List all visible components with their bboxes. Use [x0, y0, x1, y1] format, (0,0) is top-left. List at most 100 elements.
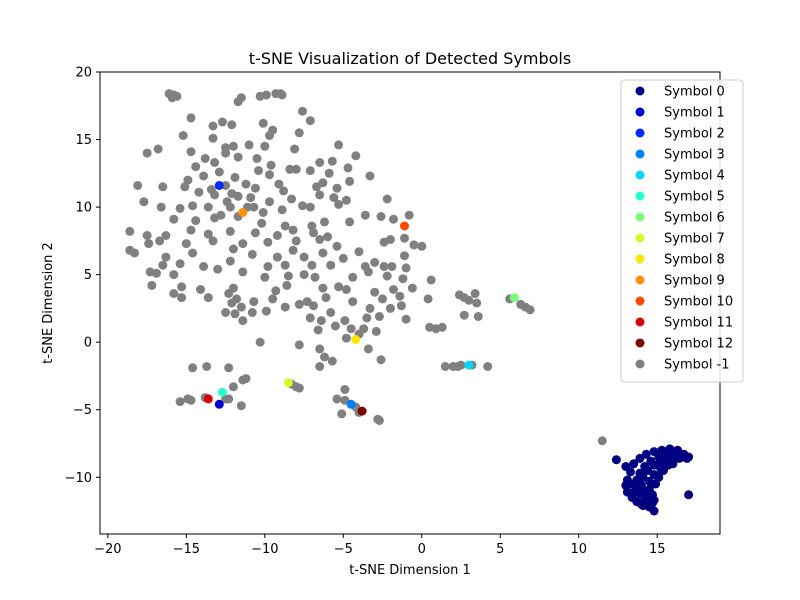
- point-symbol-11: [203, 394, 213, 404]
- point-symbol-0: [611, 455, 621, 465]
- legend-label: Symbol 1: [664, 106, 725, 121]
- y-axis: −10 −5 0 5 10 15 20: [65, 66, 100, 486]
- point-symbol--1: [305, 166, 315, 176]
- point-symbol--1: [255, 337, 265, 347]
- point-symbol--1: [283, 271, 293, 281]
- point-symbol--1: [203, 293, 213, 303]
- point-symbol--1: [265, 170, 274, 180]
- point-symbol--1: [370, 258, 380, 267]
- point-symbol--1: [305, 202, 315, 212]
- point-symbol--1: [230, 172, 240, 182]
- point-symbol--1: [161, 231, 171, 240]
- point-symbol--1: [199, 262, 209, 271]
- point-symbol--1: [294, 340, 304, 350]
- point-symbol--1: [247, 249, 257, 259]
- point-symbol--1: [315, 190, 325, 200]
- point-symbol-5: [217, 387, 227, 397]
- legend-label: Symbol 7: [664, 232, 725, 247]
- point-symbol--1: [263, 237, 273, 247]
- point-symbol--1: [224, 394, 234, 404]
- point-symbol--1: [233, 152, 243, 162]
- point-symbol-0: [630, 486, 640, 496]
- legend-marker: [635, 86, 645, 96]
- y-tick-label: 5: [84, 268, 92, 283]
- point-symbol--1: [236, 401, 246, 411]
- point-symbol--1: [288, 245, 298, 255]
- point-symbol--1: [294, 383, 304, 393]
- point-symbol--1: [214, 167, 224, 177]
- point-symbol--1: [233, 97, 243, 107]
- point-symbol--1: [307, 221, 317, 231]
- point-symbol--1: [244, 140, 254, 150]
- point-symbol--1: [203, 229, 213, 239]
- point-symbol--1: [224, 289, 234, 298]
- point-symbol-0: [668, 459, 678, 469]
- point-symbol--1: [363, 267, 373, 277]
- legend-marker: [635, 149, 645, 159]
- y-tick-label: 20: [75, 66, 92, 81]
- point-symbol--1: [348, 297, 358, 307]
- point-symbol--1: [340, 385, 350, 394]
- point-symbol--1: [228, 244, 238, 254]
- point-symbol--1: [337, 409, 347, 419]
- legend-marker: [635, 317, 645, 327]
- point-symbol--1: [351, 151, 361, 161]
- point-symbol-9: [238, 208, 248, 217]
- point-symbol--1: [320, 352, 329, 362]
- point-symbol--1: [348, 272, 358, 282]
- point-symbol--1: [155, 236, 165, 246]
- legend-marker: [635, 338, 645, 348]
- point-symbol--1: [330, 321, 340, 331]
- point-symbol-0: [648, 498, 657, 508]
- point-symbol--1: [370, 287, 380, 297]
- point-symbol--1: [252, 154, 262, 163]
- point-symbol--1: [188, 248, 198, 258]
- legend-marker: [635, 233, 645, 243]
- x-tick-label: −5: [334, 542, 353, 557]
- point-symbol--1: [241, 374, 251, 384]
- point-symbol--1: [200, 154, 210, 163]
- legend-marker: [635, 296, 645, 306]
- point-symbol--1: [177, 293, 187, 303]
- point-symbol--1: [133, 181, 143, 190]
- point-symbol--1: [345, 217, 355, 227]
- legend-marker: [635, 275, 645, 285]
- point-symbol--1: [225, 256, 235, 266]
- point-symbol--1: [473, 312, 483, 321]
- point-symbol--1: [329, 193, 339, 203]
- point-symbol--1: [287, 194, 296, 204]
- point-symbol--1: [144, 239, 154, 249]
- point-symbol--1: [404, 210, 414, 220]
- point-symbol--1: [147, 280, 157, 290]
- point-symbol--1: [321, 293, 331, 303]
- point-symbol--1: [315, 235, 325, 244]
- point-symbol--1: [360, 210, 370, 220]
- point-symbol--1: [265, 197, 274, 207]
- point-symbol--1: [338, 253, 348, 263]
- point-symbol--1: [472, 298, 482, 308]
- point-symbol--1: [378, 294, 387, 304]
- point-symbol--1: [225, 226, 235, 236]
- point-symbol--1: [175, 259, 185, 269]
- point-symbol--1: [334, 199, 344, 209]
- legend-marker: [635, 212, 645, 222]
- x-tick-label: −15: [173, 542, 200, 557]
- point-symbol--1: [217, 117, 227, 127]
- x-tick-label: −20: [94, 542, 121, 557]
- points-layer: [125, 89, 694, 516]
- point-symbol--1: [400, 233, 409, 243]
- point-symbol-0: [626, 467, 635, 477]
- x-tick-label: 10: [570, 542, 587, 557]
- point-symbol--1: [272, 231, 282, 240]
- point-symbol--1: [365, 303, 375, 313]
- point-symbol--1: [396, 301, 406, 311]
- point-symbol--1: [320, 217, 329, 227]
- point-symbol--1: [525, 305, 535, 315]
- point-symbol-8: [351, 335, 361, 344]
- y-axis-title: t-SNE Dimension 2: [41, 242, 56, 364]
- point-symbol--1: [332, 183, 342, 193]
- point-symbol--1: [315, 362, 325, 371]
- point-symbol--1: [238, 316, 248, 326]
- point-symbol--1: [288, 225, 298, 235]
- point-symbol--1: [315, 344, 325, 354]
